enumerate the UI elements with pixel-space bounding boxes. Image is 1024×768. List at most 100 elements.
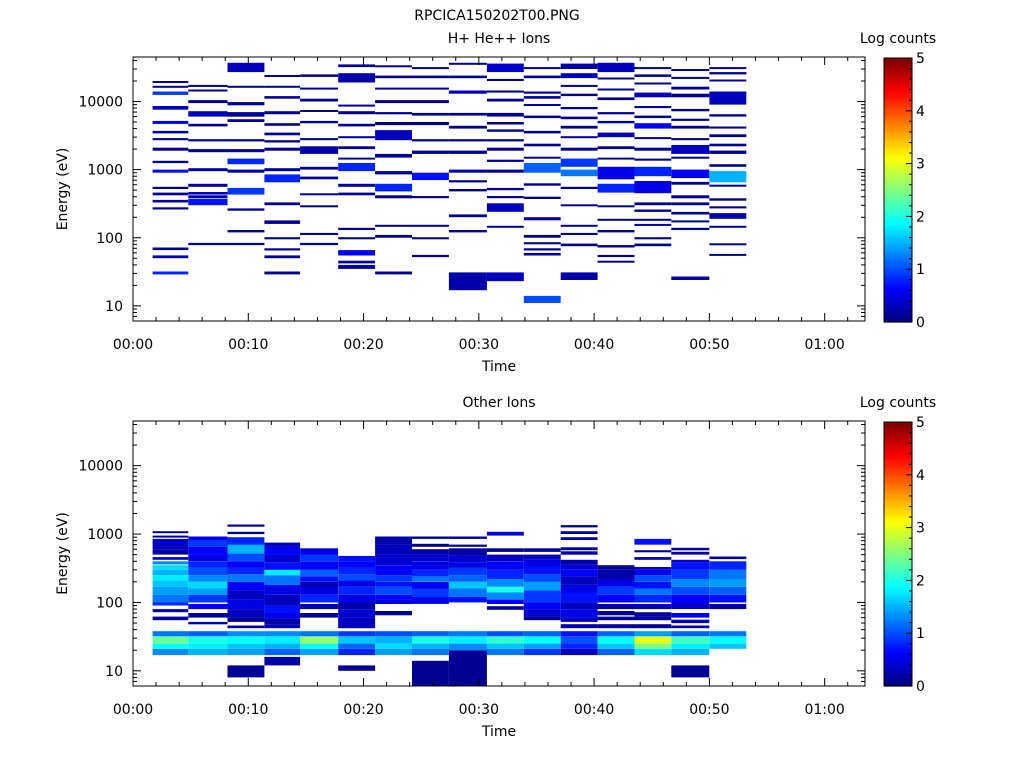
heatmap-cell bbox=[560, 125, 598, 129]
heatmap-cell bbox=[523, 295, 561, 303]
heatmap-cells bbox=[152, 524, 747, 686]
colorbar-step bbox=[884, 140, 912, 143]
heatmap-cell bbox=[300, 87, 339, 90]
colorbar-step bbox=[884, 646, 912, 649]
heatmap-cell bbox=[448, 575, 487, 582]
heatmap-cell bbox=[152, 602, 189, 606]
colorbar-tick-label: 3 bbox=[916, 521, 925, 537]
colorbar-step bbox=[884, 612, 912, 615]
heatmap-cell bbox=[227, 537, 265, 545]
heatmap-cell bbox=[264, 174, 301, 183]
heatmap-cell bbox=[448, 189, 487, 192]
heatmap-cell bbox=[375, 122, 412, 126]
heatmap-cell bbox=[264, 613, 301, 619]
heatmap-cell bbox=[412, 569, 449, 577]
heatmap-cell bbox=[486, 272, 524, 282]
heatmap-cell bbox=[188, 139, 228, 142]
colorbar-label: Log counts bbox=[860, 31, 936, 47]
colorbar-step bbox=[884, 134, 912, 137]
heatmap-cell bbox=[523, 91, 561, 94]
heatmap-cell bbox=[634, 575, 672, 582]
heatmap-cell bbox=[671, 220, 710, 223]
heatmap-cell bbox=[597, 260, 635, 263]
y-axis-label: Energy (eV) bbox=[55, 148, 71, 231]
heatmap-cell bbox=[597, 631, 635, 637]
colorbar: 0 1 2 3 4 5 Log counts bbox=[860, 31, 936, 331]
colorbar-step bbox=[884, 218, 912, 221]
y-axis-label: Energy (eV) bbox=[55, 512, 71, 595]
heatmap-cell bbox=[634, 115, 672, 119]
heatmap-cell bbox=[486, 636, 524, 644]
colorbar-step bbox=[884, 268, 912, 271]
heatmap-cell bbox=[634, 106, 672, 109]
heatmap-cell bbox=[634, 92, 672, 98]
heatmap-cell bbox=[709, 114, 747, 117]
heatmap-cell bbox=[227, 665, 265, 678]
heatmap-cell bbox=[560, 643, 598, 649]
colorbar-step bbox=[884, 664, 912, 667]
heatmap-cell bbox=[523, 559, 561, 567]
heatmap-cell bbox=[709, 561, 747, 570]
colorbar-step bbox=[884, 136, 912, 139]
heatmap-cell bbox=[671, 579, 710, 587]
heatmap-cell bbox=[300, 232, 339, 235]
heatmap-cell bbox=[375, 575, 412, 582]
colorbar-step bbox=[884, 292, 912, 295]
heatmap-cell bbox=[486, 643, 524, 649]
heatmap-cell bbox=[375, 643, 412, 649]
colorbar-step bbox=[884, 320, 912, 323]
colorbar-step bbox=[884, 200, 912, 203]
heatmap-cell bbox=[300, 98, 339, 102]
colorbar-step bbox=[884, 660, 912, 663]
heatmap-cell bbox=[227, 561, 265, 568]
heatmap-cell bbox=[300, 581, 339, 589]
heatmap-cell bbox=[448, 272, 487, 291]
colorbar-step bbox=[884, 94, 912, 97]
heatmap-cell bbox=[188, 192, 228, 195]
colorbar-step bbox=[884, 118, 912, 121]
colorbar-step bbox=[884, 86, 912, 89]
heatmap-cell bbox=[597, 643, 635, 649]
colorbar-step bbox=[884, 506, 912, 509]
heatmap-cell bbox=[264, 554, 301, 563]
colorbar-step bbox=[884, 680, 912, 683]
heatmap-cell bbox=[523, 242, 561, 245]
y-tick-label: 1000 bbox=[87, 163, 123, 179]
heatmap-cell bbox=[375, 271, 412, 275]
heatmap-cell bbox=[560, 602, 598, 609]
heatmap-cell bbox=[152, 120, 189, 124]
colorbar-step bbox=[884, 272, 912, 275]
heatmap-cell bbox=[412, 543, 449, 547]
heatmap-cell bbox=[152, 631, 189, 637]
heatmap-cell bbox=[264, 542, 301, 547]
heatmap-cell bbox=[523, 548, 561, 552]
colorbar-step bbox=[884, 62, 912, 65]
heatmap-cell bbox=[634, 567, 672, 570]
heatmap-cell bbox=[227, 112, 265, 117]
heatmap-cell bbox=[709, 594, 747, 603]
heatmap-cell bbox=[412, 597, 449, 604]
colorbar-step bbox=[884, 676, 912, 679]
heatmap-cell bbox=[709, 604, 747, 610]
colorbar-step bbox=[884, 596, 912, 599]
heatmap-cell bbox=[709, 643, 747, 649]
colorbar-step bbox=[884, 246, 912, 249]
heatmap-cell bbox=[338, 665, 376, 671]
colorbar-step bbox=[884, 168, 912, 171]
heatmap-cell bbox=[264, 85, 301, 88]
colorbar-step bbox=[884, 684, 912, 687]
colorbar-step bbox=[884, 176, 912, 179]
colorbar-step bbox=[884, 556, 912, 559]
heatmap-cell bbox=[634, 67, 672, 70]
heatmap-cell bbox=[227, 102, 265, 106]
heatmap-cell bbox=[523, 636, 561, 644]
heatmap-cell bbox=[152, 557, 189, 560]
plot-frame bbox=[132, 56, 866, 322]
colorbar-step bbox=[884, 582, 912, 585]
colorbar-step bbox=[884, 546, 912, 549]
heatmap-cell bbox=[560, 631, 598, 637]
heatmap-cell bbox=[448, 631, 487, 637]
colorbar-step bbox=[884, 138, 912, 141]
colorbar-step bbox=[884, 540, 912, 543]
heatmap-cell bbox=[560, 116, 598, 120]
